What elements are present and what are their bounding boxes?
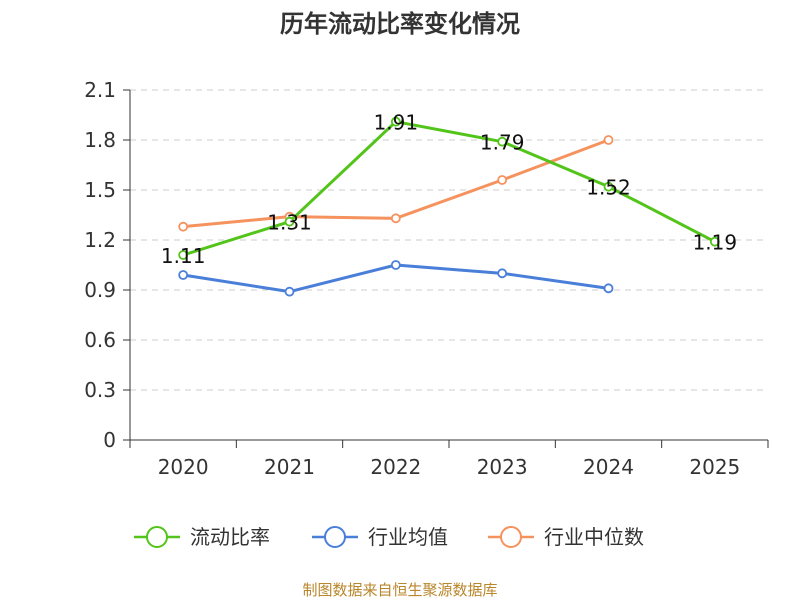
data-label-layer: 1.11 1.31 1.91 1.79 1.52 1.19 xyxy=(161,111,737,268)
y-tick-label: 0.9 xyxy=(84,278,116,302)
data-point xyxy=(178,250,189,260)
x-tick-label: 2020 xyxy=(158,455,209,479)
data-point xyxy=(390,116,401,127)
y-tick-label: 1.2 xyxy=(84,228,116,252)
data-label: 1.52 xyxy=(586,176,631,200)
data-point xyxy=(497,175,508,185)
y-tick-label: 1.8 xyxy=(84,128,116,152)
series-line-0 xyxy=(182,120,716,257)
data-label: 1.91 xyxy=(374,111,419,135)
legend-item-1[interactable]: 行业均值 xyxy=(312,525,448,549)
y-tick-label: 0.6 xyxy=(84,328,116,352)
data-point xyxy=(284,286,295,297)
legend-item-0[interactable]: 流动比率 xyxy=(134,525,270,549)
series-layer xyxy=(178,116,720,297)
x-tick-label: 2022 xyxy=(370,455,421,479)
data-point xyxy=(497,136,508,147)
data-point xyxy=(603,283,614,294)
y-tick-label: 0.3 xyxy=(84,378,116,402)
data-point xyxy=(178,221,189,232)
legend-label: 流动比率 xyxy=(190,525,270,549)
grid-layer xyxy=(130,89,768,391)
data-point xyxy=(284,216,295,227)
legend-label: 行业中位数 xyxy=(544,525,644,549)
y-tick-label: 2.1 xyxy=(84,78,116,102)
legend-marker xyxy=(500,526,522,548)
data-label: 1.19 xyxy=(693,231,738,255)
legend[interactable]: 流动比率 行业均值 行业中位数 xyxy=(134,525,644,549)
x-tick-label: 2023 xyxy=(477,455,528,479)
x-tick-label: 2024 xyxy=(583,455,634,479)
chart-title: 历年流动比率变化情况 xyxy=(280,10,520,38)
data-point xyxy=(178,270,189,280)
data-point xyxy=(709,236,720,247)
data-label: 1.79 xyxy=(480,131,525,155)
data-label: 1.31 xyxy=(267,211,312,235)
y-tick-label: 1.5 xyxy=(84,178,116,202)
data-point xyxy=(497,268,508,279)
data-point xyxy=(603,181,614,192)
data-point xyxy=(390,213,401,224)
legend-marker xyxy=(324,526,346,548)
legend-marker xyxy=(146,526,168,548)
x-tick-label: 2021 xyxy=(264,455,315,479)
source-note: 制图数据来自恒生聚源数据库 xyxy=(302,581,497,599)
x-tick-label: 2025 xyxy=(689,455,740,479)
legend-item-2[interactable]: 行业中位数 xyxy=(488,525,644,549)
data-point xyxy=(603,135,614,145)
axis-layer: 0 0.3 0.6 0.9 1.2 1.5 1.8 2.1 2020 2021 2022 2023 20… xyxy=(84,78,769,479)
y-tick-label: 0 xyxy=(103,428,116,452)
legend-label: 行业均值 xyxy=(368,525,448,549)
data-point xyxy=(390,260,401,270)
data-label: 1.11 xyxy=(161,244,206,268)
